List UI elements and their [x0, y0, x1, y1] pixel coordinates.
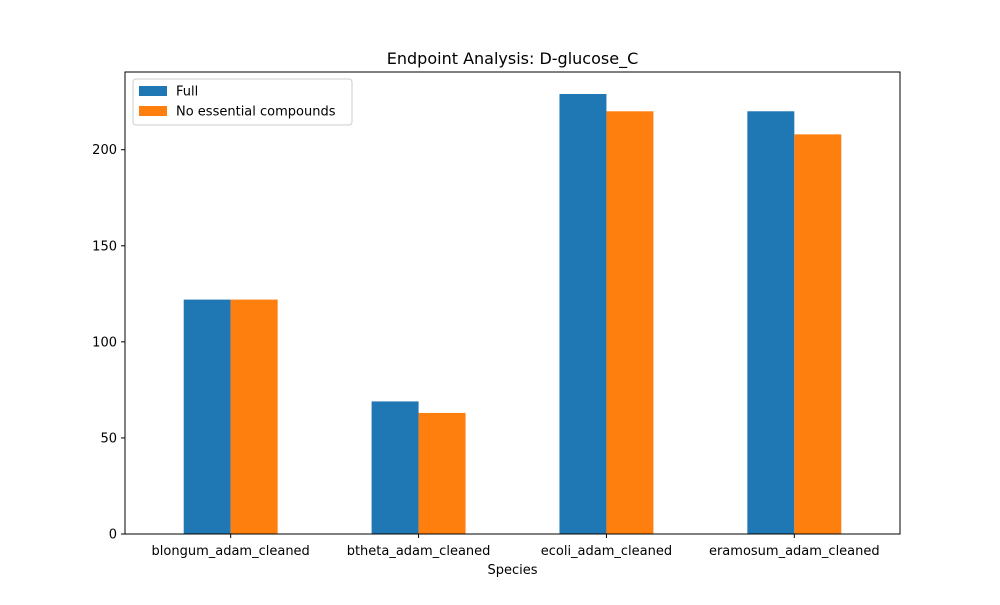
y-tick-label: 50 — [100, 431, 117, 446]
legend-box — [132, 78, 353, 126]
y-tick-label: 100 — [92, 335, 117, 350]
bar-no-essential-compounds-3 — [794, 134, 842, 534]
y-ticks-group: 0 50 100 150 200 — [92, 143, 125, 543]
y-tick-label: 150 — [92, 239, 117, 254]
x-tick-label: eramosum_adam_cleaned — [709, 544, 880, 559]
x-tick-label: ecoli_adam_cleaned — [541, 544, 672, 559]
x-ticks-group: blongum_adam_cleaned btheta_adam_cleaned e… — [152, 534, 880, 559]
bar-full-2 — [559, 94, 607, 534]
x-tick-label: btheta_adam_cleaned — [347, 544, 491, 559]
bars-group — [183, 94, 842, 535]
legend-label: No essential compounds — [176, 105, 336, 120]
legend-label: Full — [176, 85, 198, 100]
y-tick-label: 200 — [92, 143, 117, 158]
bar-full-0 — [183, 299, 231, 534]
bar-no-essential-compounds-0 — [230, 299, 278, 534]
legend: Full No essential compounds — [132, 78, 353, 126]
chart-title: Endpoint Analysis: D-glucose_C — [387, 49, 638, 69]
legend-swatch — [139, 86, 167, 96]
x-tick-label: blongum_adam_cleaned — [152, 544, 310, 559]
legend-swatch — [139, 106, 167, 116]
y-tick-label: 0 — [109, 528, 117, 543]
bar-no-essential-compounds-1 — [418, 412, 466, 534]
bar-full-3 — [747, 111, 795, 535]
bar-no-essential-compounds-2 — [606, 111, 654, 535]
bar-full-1 — [371, 401, 419, 534]
plot-frame — [124, 71, 901, 535]
x-axis-label: Species — [487, 563, 537, 578]
